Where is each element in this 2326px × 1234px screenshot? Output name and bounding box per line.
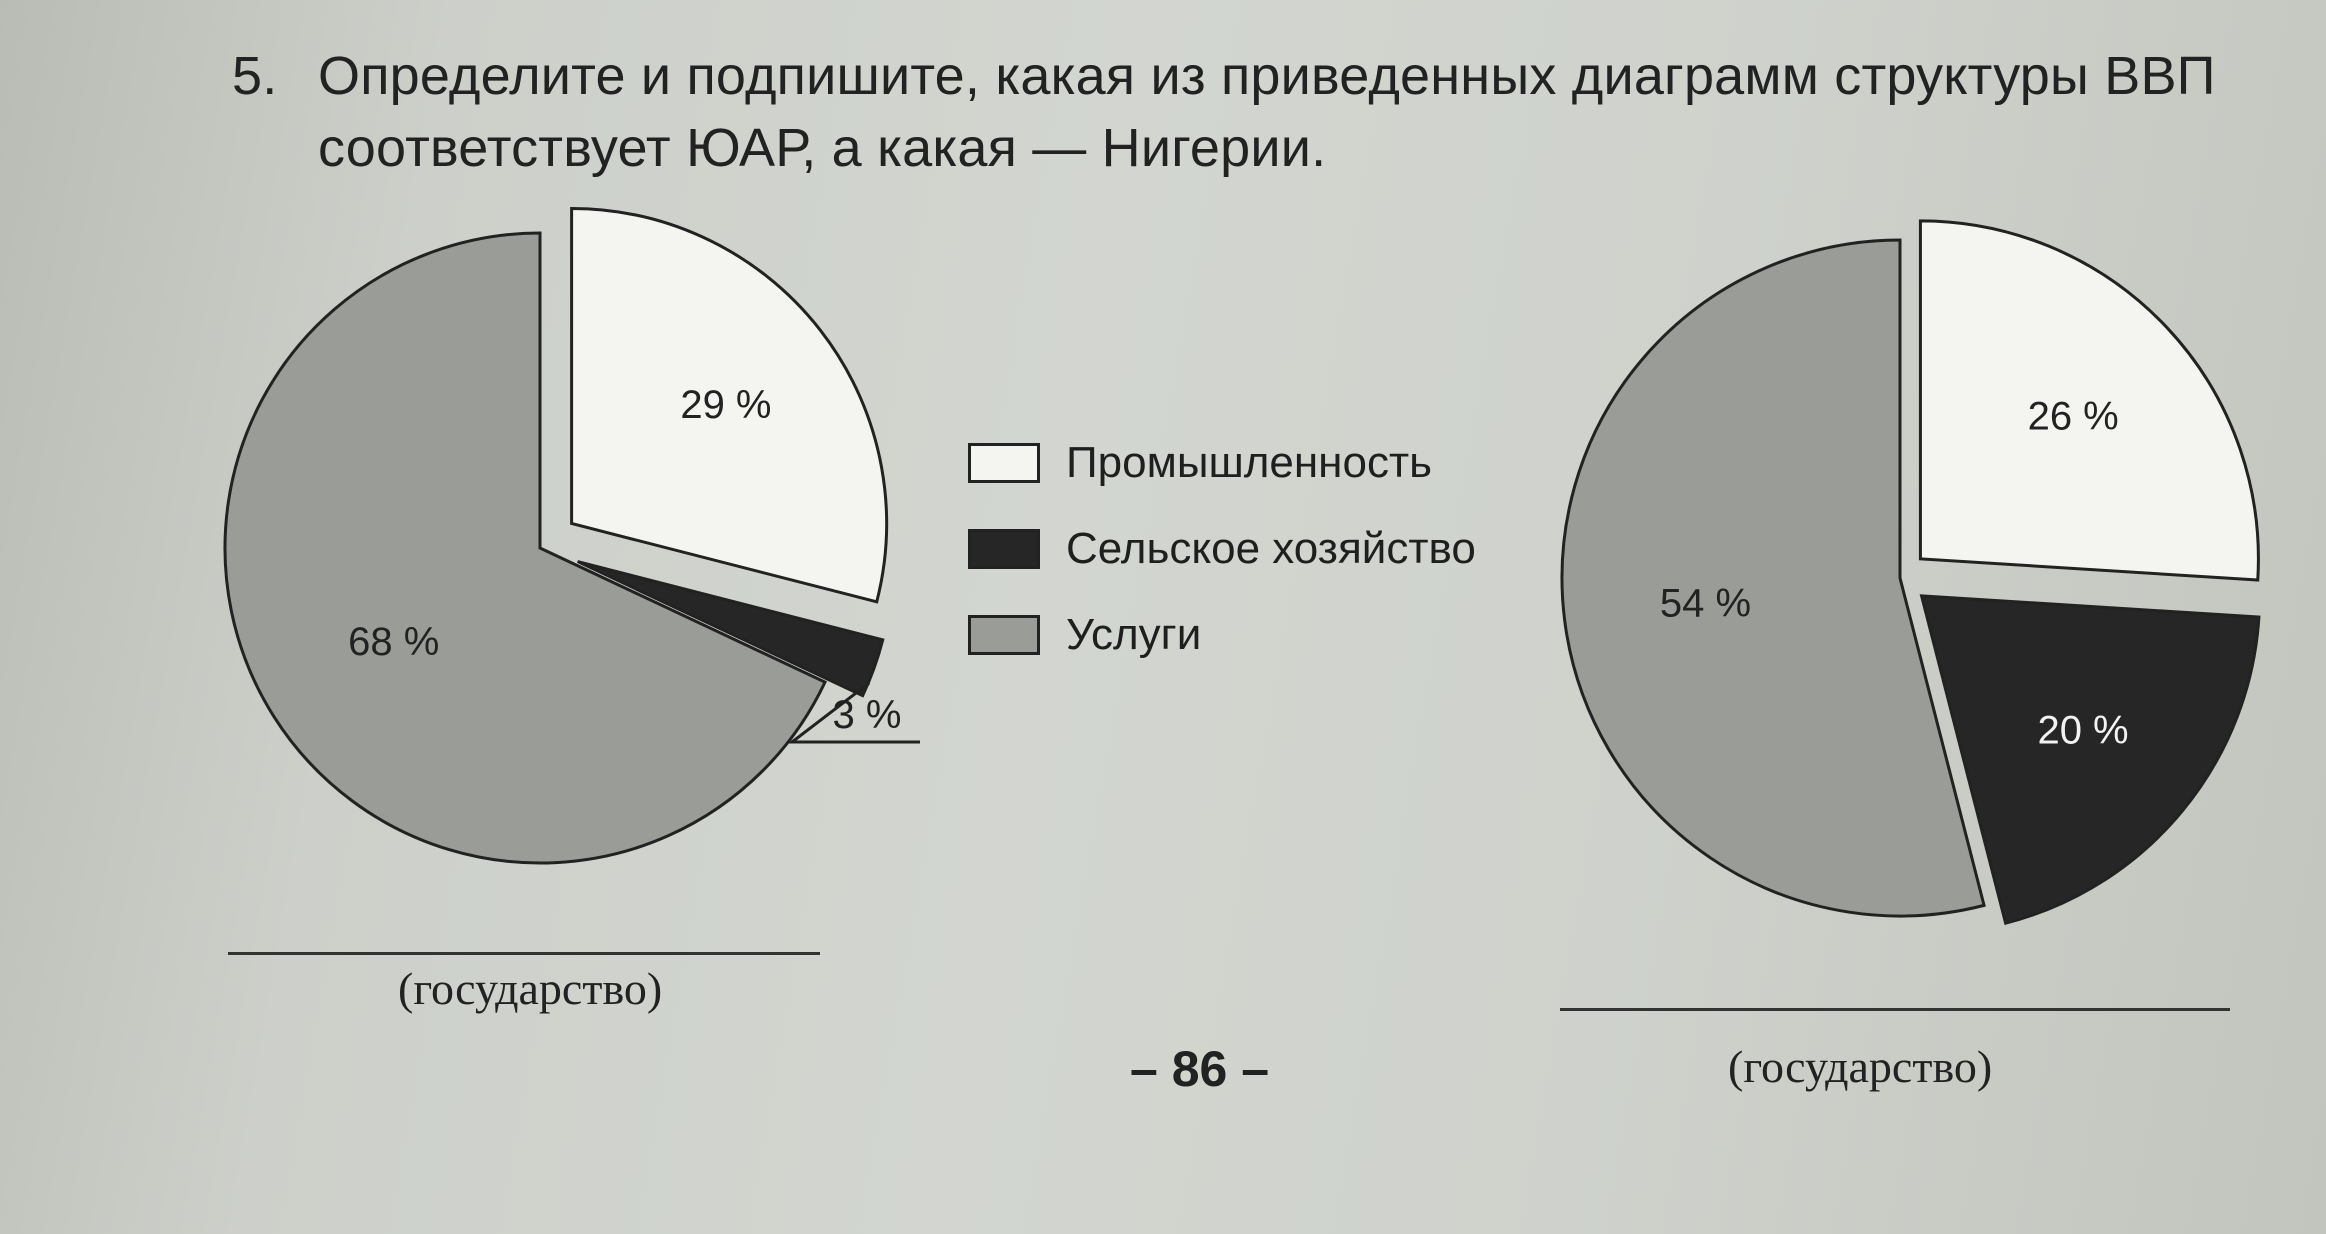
legend-swatch-industry	[968, 443, 1040, 483]
task-number: 5.	[232, 46, 278, 106]
legend-item-industry: Промышленность	[968, 420, 1476, 506]
pie1-slice-agriculture	[576, 560, 885, 698]
task-text: Определите и подпишите, какая из приведе…	[318, 40, 2326, 184]
pie1-label-services: 68 %	[348, 620, 439, 664]
pie2-slice-industry	[1918, 219, 2260, 582]
legend-label-industry: Промышленность	[1066, 438, 1433, 487]
task-text-line-2: соответствует ЮАР, а какая — Нигерии.	[318, 118, 1327, 178]
legend-label-agriculture: Сельское хозяйство	[1066, 524, 1476, 573]
pie1-leader-line-agriculture	[787, 681, 920, 744]
legend-label-services: Услуги	[1066, 610, 1202, 659]
pie1-label-agriculture: 3 %	[833, 693, 902, 737]
page-number: – 86 –	[1130, 1041, 1270, 1097]
pie1-slice-services	[223, 231, 828, 865]
pie1-label-industry: 29 %	[680, 383, 771, 427]
pie2-slice-services	[1560, 238, 1986, 918]
task-text-line-1: Определите и подпишите, какая из приведе…	[318, 46, 2216, 106]
pie2-label-agriculture: 20 %	[2037, 708, 2128, 752]
pie2-label-services: 54 %	[1660, 582, 1751, 626]
legend-item-agriculture: Сельское хозяйство	[968, 506, 1476, 592]
answer-line-left[interactable]	[228, 952, 820, 955]
pie1-slice-industry	[570, 206, 889, 604]
legend-swatch-agriculture	[968, 529, 1040, 569]
legend-swatch-services	[968, 615, 1040, 655]
caption-right: (государство)	[1728, 1041, 1993, 1092]
legend: Промышленность Сельское хозяйство Услуги	[968, 420, 1476, 678]
pie2-slice-agriculture	[1919, 594, 2261, 926]
legend-item-services: Услуги	[968, 592, 1476, 678]
answer-line-right[interactable]	[1560, 1008, 2230, 1011]
pie2-label-industry: 26 %	[2028, 394, 2119, 438]
caption-left: (государство)	[398, 963, 663, 1014]
